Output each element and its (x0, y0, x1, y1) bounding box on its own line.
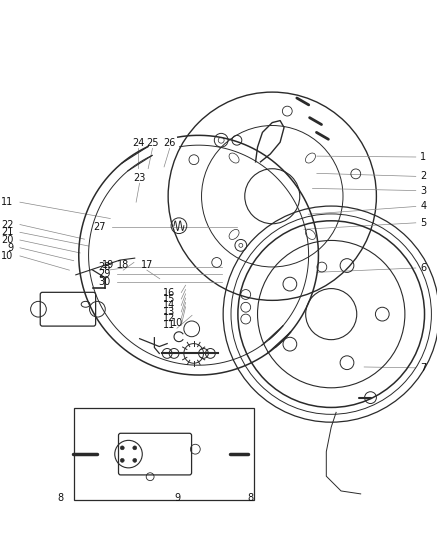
Text: 3: 3 (420, 185, 426, 196)
Text: 12: 12 (162, 313, 175, 324)
Text: 8: 8 (247, 493, 253, 503)
Text: 26: 26 (163, 138, 176, 148)
Text: 8: 8 (58, 493, 64, 503)
Text: 16: 16 (162, 287, 175, 297)
Text: 13: 13 (162, 307, 175, 317)
Text: 5: 5 (420, 218, 426, 228)
Text: 15: 15 (162, 294, 175, 304)
Text: 21: 21 (1, 227, 14, 237)
Text: 9: 9 (7, 243, 14, 253)
Circle shape (120, 458, 124, 462)
Text: 4: 4 (420, 201, 426, 212)
Text: 30: 30 (98, 277, 110, 287)
Text: 11: 11 (162, 320, 175, 330)
Text: 20: 20 (1, 235, 14, 245)
Text: 22: 22 (1, 220, 14, 230)
Text: 25: 25 (146, 138, 159, 148)
Text: 1: 1 (420, 152, 426, 162)
Text: 2: 2 (420, 171, 426, 181)
Circle shape (133, 446, 137, 450)
Text: 29: 29 (98, 270, 110, 279)
Text: 7: 7 (420, 363, 426, 373)
Text: 19: 19 (102, 260, 114, 270)
Text: 27: 27 (93, 222, 106, 232)
Text: 10: 10 (1, 251, 14, 261)
Text: 24: 24 (132, 138, 145, 148)
Text: 14: 14 (162, 301, 175, 310)
Text: 28: 28 (98, 262, 110, 272)
Circle shape (133, 458, 137, 462)
Text: 6: 6 (420, 263, 426, 273)
Circle shape (120, 446, 124, 450)
Bar (74, 408, 254, 500)
Text: 18: 18 (117, 260, 129, 270)
Text: 23: 23 (133, 173, 146, 183)
Text: 9: 9 (174, 493, 180, 503)
Text: 11: 11 (1, 197, 14, 207)
Text: 17: 17 (141, 260, 153, 270)
Text: 10: 10 (171, 318, 183, 328)
